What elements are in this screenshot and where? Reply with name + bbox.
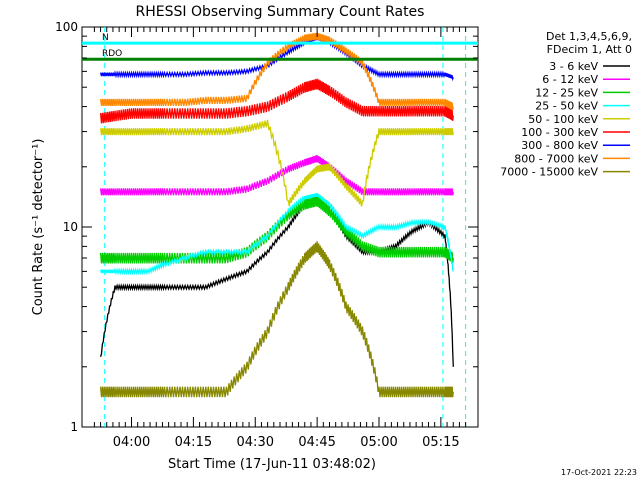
legend-item: 300 - 800 keV (521, 139, 630, 152)
legend-label: 25 - 50 keV (535, 100, 598, 113)
legend-label: 300 - 800 keV (521, 139, 598, 152)
overlay-flag-label: N (102, 33, 109, 43)
y-tick-label: 1 (70, 420, 78, 434)
series-line (99, 195, 454, 367)
x-tick-label: 05:15 (422, 435, 459, 450)
y-axis: 1 10 100 (55, 20, 478, 434)
legend-item: 7000 - 15000 keV (500, 166, 630, 179)
x-tick-label: 05:00 (360, 435, 397, 450)
legend-label: 100 - 300 keV (521, 126, 598, 139)
legend-label: 800 - 7000 keV (514, 152, 598, 165)
y-tick-label: 10 (63, 220, 78, 234)
legend-item: 6 - 12 keV (542, 73, 630, 86)
x-tick-label: 04:45 (298, 435, 335, 450)
series-line (99, 32, 454, 111)
series-line (99, 119, 454, 207)
legend-item: 800 - 7000 keV (514, 152, 630, 165)
legend-item: 100 - 300 keV (521, 126, 630, 139)
y-axis-label: Count Rate (s⁻¹ detector⁻¹) (31, 139, 46, 316)
series-line (99, 36, 454, 82)
series-line (99, 155, 454, 196)
legend-item: 50 - 100 keV (528, 113, 630, 126)
overlay-flag-label: RDO (102, 49, 122, 59)
legend-header-line-2: FDecim 1, Att 0 (547, 43, 632, 56)
legend-label: 50 - 100 keV (528, 113, 598, 126)
x-tick-label: 04:15 (175, 435, 212, 450)
series-line (99, 195, 454, 264)
series-line (99, 241, 454, 398)
series-line (99, 192, 454, 276)
x-tick-label: 04:30 (237, 435, 274, 450)
plot-series: RDO N (82, 27, 478, 427)
legend: Det 1,3,4,5,6,9, FDecim 1, Att 0 3 - 6 k… (500, 30, 632, 179)
footer-timestamp: 17-Oct-2021 22:23 (561, 468, 637, 477)
y-tick-label: 100 (55, 20, 78, 34)
series-line (99, 78, 454, 124)
x-axis: 04:00 04:15 04:30 04:45 05:00 05:15 (93, 27, 467, 450)
legend-item: 3 - 6 keV (549, 60, 630, 73)
legend-item: 12 - 25 keV (535, 86, 630, 99)
legend-item: 25 - 50 keV (535, 100, 630, 113)
legend-label: 12 - 25 keV (535, 86, 598, 99)
x-tick-label: 04:00 (113, 435, 150, 450)
legend-label: 7000 - 15000 keV (500, 166, 598, 179)
chart-title: RHESSI Observing Summary Count Rates (136, 4, 425, 20)
legend-label: 3 - 6 keV (549, 60, 598, 73)
legend-label: 6 - 12 keV (542, 73, 598, 86)
x-axis-label: Start Time (17-Jun-11 03:48:02) (168, 457, 376, 472)
legend-header-line-1: Det 1,3,4,5,6,9, (546, 30, 632, 43)
